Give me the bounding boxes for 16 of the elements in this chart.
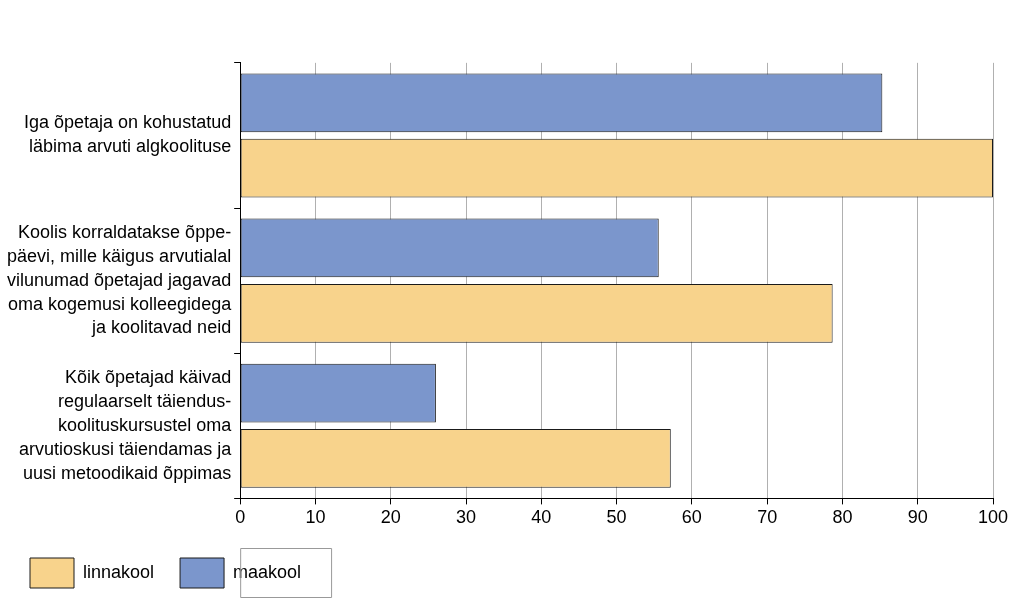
x-tick-label: 50 bbox=[606, 507, 627, 528]
x-tick-label: 40 bbox=[531, 507, 552, 528]
x-tick-label: 10 bbox=[305, 507, 326, 528]
x-tick-label: 30 bbox=[456, 507, 477, 528]
legend-label: maakool bbox=[233, 561, 302, 582]
x-tick-label: 20 bbox=[380, 507, 401, 528]
x-tick-label: 0 bbox=[235, 507, 246, 528]
x-tick-label: 70 bbox=[757, 507, 778, 528]
y-tick-label: Iga õpetaja on kohustatud läbima arvuti algkoolituse bbox=[23, 112, 232, 157]
x-tick-label: 100 bbox=[977, 507, 1009, 528]
x-tick-label: 90 bbox=[907, 507, 928, 528]
y-tick-label: Kõik õpetajad käivad regulaarselt täiendus- koolituskursustel oma arvutioskusi täiendamas ja uusi metoodikaid õppimas bbox=[19, 366, 233, 483]
x-tick-label: 80 bbox=[832, 507, 853, 528]
y-tick-label: Koolis korraldatakse õppe- päevi, mille käigus arvutialal vilunumad õpetajad jagavad oma kogemusi kolleegidega ja koolitavad neid bbox=[6, 221, 233, 338]
legend-label: linnakool bbox=[83, 561, 155, 582]
x-tick-label: 60 bbox=[681, 507, 702, 528]
